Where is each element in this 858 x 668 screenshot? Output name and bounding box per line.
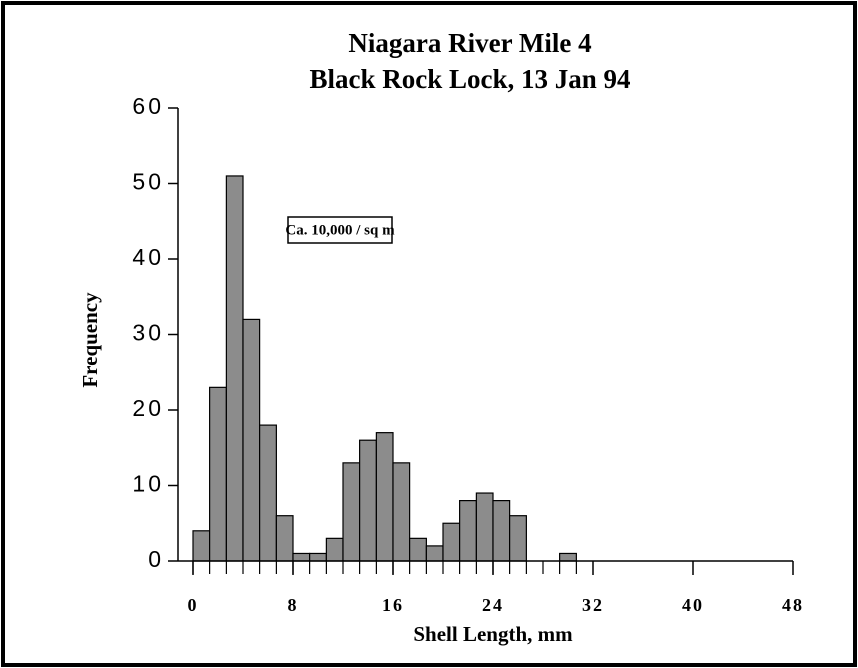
bar xyxy=(392,462,411,562)
bar xyxy=(559,552,577,562)
y-tick-label: 10 xyxy=(132,471,164,497)
bar xyxy=(242,318,261,562)
y-tick-label: 40 xyxy=(132,244,164,270)
x-tick-label: 16 xyxy=(382,595,404,615)
x-tick-label: 48 xyxy=(782,595,804,615)
y-tick-label: 50 xyxy=(132,169,164,195)
chart-subtitle: Black Rock Lock, 13 Jan 94 xyxy=(309,64,630,94)
x-tick-label: 8 xyxy=(288,595,299,615)
x-tick-label: 40 xyxy=(682,595,704,615)
bar xyxy=(509,515,527,562)
bar xyxy=(409,537,427,562)
bar xyxy=(275,515,294,562)
bar xyxy=(192,530,211,562)
y-axis-label: Frequency xyxy=(78,292,102,388)
y-tick-label: 30 xyxy=(132,320,164,346)
bar xyxy=(492,500,511,562)
bar xyxy=(459,500,477,562)
bar xyxy=(292,552,311,562)
y-tick-label: 20 xyxy=(132,395,164,421)
x-tick-label: 24 xyxy=(482,595,504,615)
bar xyxy=(475,492,494,562)
x-tick-label: 0 xyxy=(188,595,199,615)
bar xyxy=(309,552,327,562)
bar xyxy=(225,175,244,562)
y-tick-label: 60 xyxy=(132,93,164,119)
bar xyxy=(325,537,344,562)
bar xyxy=(442,522,461,562)
bar xyxy=(359,439,377,562)
bar xyxy=(375,432,394,562)
y-tick-label: 0 xyxy=(148,546,164,572)
bar xyxy=(209,386,227,562)
annotation-box xyxy=(287,216,393,244)
bar xyxy=(259,424,277,562)
x-axis-label: Shell Length, mm xyxy=(413,622,573,646)
bar xyxy=(425,545,444,562)
annotation: Ca. 10,000 / sq m xyxy=(285,222,395,238)
bar xyxy=(342,462,361,562)
x-tick-label: 32 xyxy=(582,595,604,615)
chart-title: Niagara River Mile 4 xyxy=(348,28,591,58)
